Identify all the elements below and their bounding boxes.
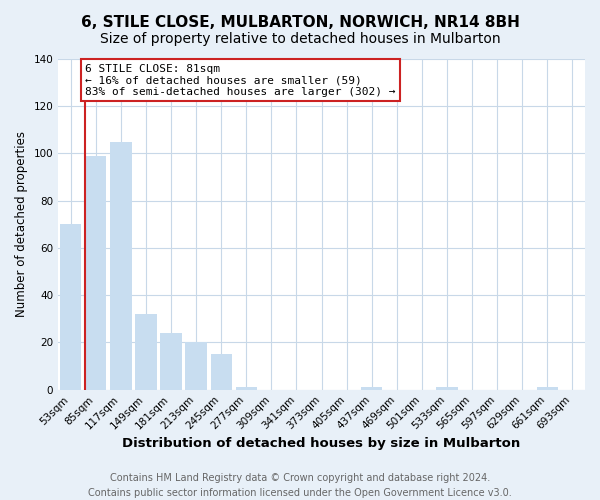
Text: 6, STILE CLOSE, MULBARTON, NORWICH, NR14 8BH: 6, STILE CLOSE, MULBARTON, NORWICH, NR14… (80, 15, 520, 30)
Text: Size of property relative to detached houses in Mulbarton: Size of property relative to detached ho… (100, 32, 500, 46)
Bar (60, 224, 82, 390)
Bar (136, 314, 157, 390)
Bar (236, 388, 257, 390)
Bar (160, 333, 182, 390)
Text: Contains HM Land Registry data © Crown copyright and database right 2024.
Contai: Contains HM Land Registry data © Crown c… (88, 472, 512, 498)
Bar (361, 388, 382, 390)
Bar (85, 156, 106, 390)
Text: 6 STILE CLOSE: 81sqm
← 16% of detached houses are smaller (59)
83% of semi-detac: 6 STILE CLOSE: 81sqm ← 16% of detached h… (85, 64, 395, 97)
Bar (436, 388, 458, 390)
Bar (211, 354, 232, 390)
Bar (185, 342, 207, 390)
X-axis label: Distribution of detached houses by size in Mulbarton: Distribution of detached houses by size … (122, 437, 521, 450)
Y-axis label: Number of detached properties: Number of detached properties (15, 132, 28, 318)
Bar (537, 388, 558, 390)
Bar (110, 142, 131, 390)
